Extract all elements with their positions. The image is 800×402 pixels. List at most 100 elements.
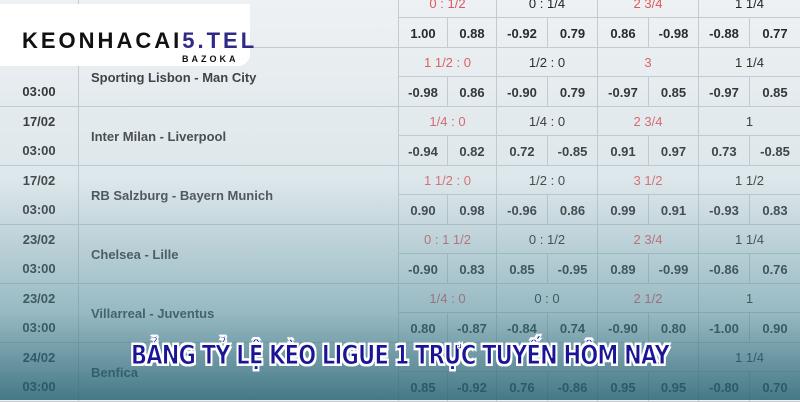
odds-value[interactable]: 0.80 xyxy=(648,313,698,343)
logo-text: KEONHACAI5.TEL xyxy=(22,28,258,53)
odds-value[interactable]: 0.70 xyxy=(749,372,800,402)
odds-value[interactable]: -0.88 xyxy=(698,18,749,48)
odds-value[interactable]: -0.96 xyxy=(496,195,547,225)
odds-value[interactable]: -0.87 xyxy=(447,313,496,343)
odds-value[interactable]: 0.85 xyxy=(648,77,698,107)
odds-value[interactable]: -0.86 xyxy=(698,254,749,284)
handicap-line: 1 1/2 : 0 xyxy=(398,166,496,195)
odds-value[interactable]: -0.86 xyxy=(547,372,597,402)
odds-value[interactable]: -0.92 xyxy=(496,18,547,48)
odds-value[interactable]: -0.95 xyxy=(547,254,597,284)
odds-value[interactable]: 0.88 xyxy=(447,18,496,48)
odds-value[interactable]: 0.79 xyxy=(547,18,597,48)
odds-value[interactable]: -0.90 xyxy=(398,254,447,284)
match-row[interactable]: 17/02 03:00 RB Salzburg - Bayern Munich 1 1… xyxy=(0,166,800,225)
handicap-line: 2 1/2 xyxy=(597,284,698,313)
handicap-line: 1/2 : 0 xyxy=(496,48,597,77)
odds-value[interactable]: -1.00 xyxy=(698,313,749,343)
odds-value[interactable]: 0.79 xyxy=(547,77,597,107)
match-date: 23/02 xyxy=(22,291,56,306)
odds-value[interactable]: -0.84 xyxy=(496,313,547,343)
odds-value[interactable]: 0.73 xyxy=(698,136,749,166)
match-time: 03:00 xyxy=(22,202,56,217)
odds-value[interactable]: -0.99 xyxy=(648,254,698,284)
odds-value[interactable]: 0.95 xyxy=(597,372,648,402)
odds-value[interactable]: -0.90 xyxy=(597,313,648,343)
odds-value[interactable]: -0.98 xyxy=(648,18,698,48)
handicap-line: 0 : 1/2 xyxy=(496,225,597,254)
odds-value[interactable]: 0.83 xyxy=(447,254,496,284)
banner-title: BẢNG TỶ LỆ KÈO LIGUE 1 TRỰC TUYẾN HÔM NA… xyxy=(130,340,671,372)
odds-value[interactable]: -0.98 xyxy=(398,77,447,107)
match-time: 03:00 xyxy=(22,261,56,276)
handicap-line: 3 1/2 xyxy=(597,166,698,195)
match-name[interactable]: RB Salzburg - Bayern Munich xyxy=(78,166,398,225)
handicap-line: 1 1/4 xyxy=(698,343,800,372)
handicap-line: 2 3/4 xyxy=(597,0,698,18)
odds-value[interactable]: 0.91 xyxy=(597,136,648,166)
handicap-line: 0 : 1/2 xyxy=(398,0,496,18)
handicap-line: 1 1/4 xyxy=(698,48,800,77)
handicap-line: 3 xyxy=(597,48,698,77)
handicap-line: 0 : 1/4 xyxy=(496,0,597,18)
odds-value[interactable]: 0.86 xyxy=(597,18,648,48)
odds-value[interactable]: 0.89 xyxy=(597,254,648,284)
odds-value[interactable]: -0.94 xyxy=(398,136,447,166)
odds-value[interactable]: 0.86 xyxy=(547,195,597,225)
handicap-line: 1 xyxy=(698,284,800,313)
handicap-line: 1 1/4 xyxy=(698,225,800,254)
handicap-line: 0 : 0 xyxy=(496,284,597,313)
match-date: 24/02 xyxy=(22,350,56,365)
match-row[interactable]: 17/02 03:00 Inter Milan - Liverpool 1/4 : 0… xyxy=(0,107,800,166)
handicap-line: 1 1/4 xyxy=(698,0,800,18)
odds-value[interactable]: 0.90 xyxy=(398,195,447,225)
match-date: 17/02 xyxy=(22,114,56,129)
odds-value[interactable]: -0.93 xyxy=(698,195,749,225)
odds-value[interactable]: 0.90 xyxy=(749,313,800,343)
handicap-line: 1/2 : 0 xyxy=(496,166,597,195)
match-name[interactable]: Inter Milan - Liverpool xyxy=(78,107,398,166)
odds-value[interactable]: 0.77 xyxy=(749,18,800,48)
match-row[interactable]: 23/02 03:00 Chelsea - Lille 0 : 1 1/2 0 : 1/… xyxy=(0,225,800,284)
handicap-line: 1/4 : 0 xyxy=(398,107,496,136)
handicap-line: 1 1/2 : 0 xyxy=(398,48,496,77)
handicap-line: 2 3/4 xyxy=(597,225,698,254)
match-time: 03:00 xyxy=(22,84,56,99)
odds-value[interactable]: 0.74 xyxy=(547,313,597,343)
odds-value[interactable]: 0.85 xyxy=(398,372,447,402)
match-name[interactable]: Chelsea - Lille xyxy=(78,225,398,284)
odds-value[interactable]: 0.85 xyxy=(749,77,800,107)
odds-value[interactable]: 0.97 xyxy=(648,136,698,166)
handicap-line: 1 xyxy=(698,107,800,136)
match-name[interactable]: Villarreal - Juventus xyxy=(78,284,398,343)
odds-value[interactable]: 0.82 xyxy=(447,136,496,166)
odds-value[interactable]: 0.86 xyxy=(447,77,496,107)
handicap-line: 1 1/2 xyxy=(698,166,800,195)
odds-value[interactable]: -0.85 xyxy=(547,136,597,166)
odds-value[interactable]: -0.90 xyxy=(496,77,547,107)
odds-value[interactable]: -0.97 xyxy=(597,77,648,107)
odds-value[interactable]: 0.98 xyxy=(447,195,496,225)
odds-value[interactable]: -0.92 xyxy=(447,372,496,402)
odds-value[interactable]: 0.80 xyxy=(398,313,447,343)
odds-value[interactable]: 1.00 xyxy=(398,18,447,48)
odds-value[interactable]: -0.80 xyxy=(698,372,749,402)
odds-value[interactable]: 0.72 xyxy=(496,136,547,166)
odds-value[interactable]: 0.85 xyxy=(496,254,547,284)
odds-value[interactable]: 0.83 xyxy=(749,195,800,225)
odds-value[interactable]: 0.76 xyxy=(496,372,547,402)
handicap-line: 1/4 : 0 xyxy=(496,107,597,136)
odds-value[interactable]: -0.85 xyxy=(749,136,800,166)
odds-value[interactable]: 0.95 xyxy=(648,372,698,402)
odds-value[interactable]: -0.97 xyxy=(698,77,749,107)
odds-value[interactable]: 0.91 xyxy=(648,195,698,225)
match-date: 17/02 xyxy=(22,173,56,188)
handicap-line: 2 3/4 xyxy=(597,107,698,136)
site-logo[interactable]: KEONHACAI5.TEL BAZOKA xyxy=(0,4,254,66)
odds-value[interactable]: 0.99 xyxy=(597,195,648,225)
match-date: 23/02 xyxy=(22,232,56,247)
match-time: 03:00 xyxy=(22,143,56,158)
odds-value[interactable]: 0.76 xyxy=(749,254,800,284)
match-time: 03:00 xyxy=(22,379,56,394)
